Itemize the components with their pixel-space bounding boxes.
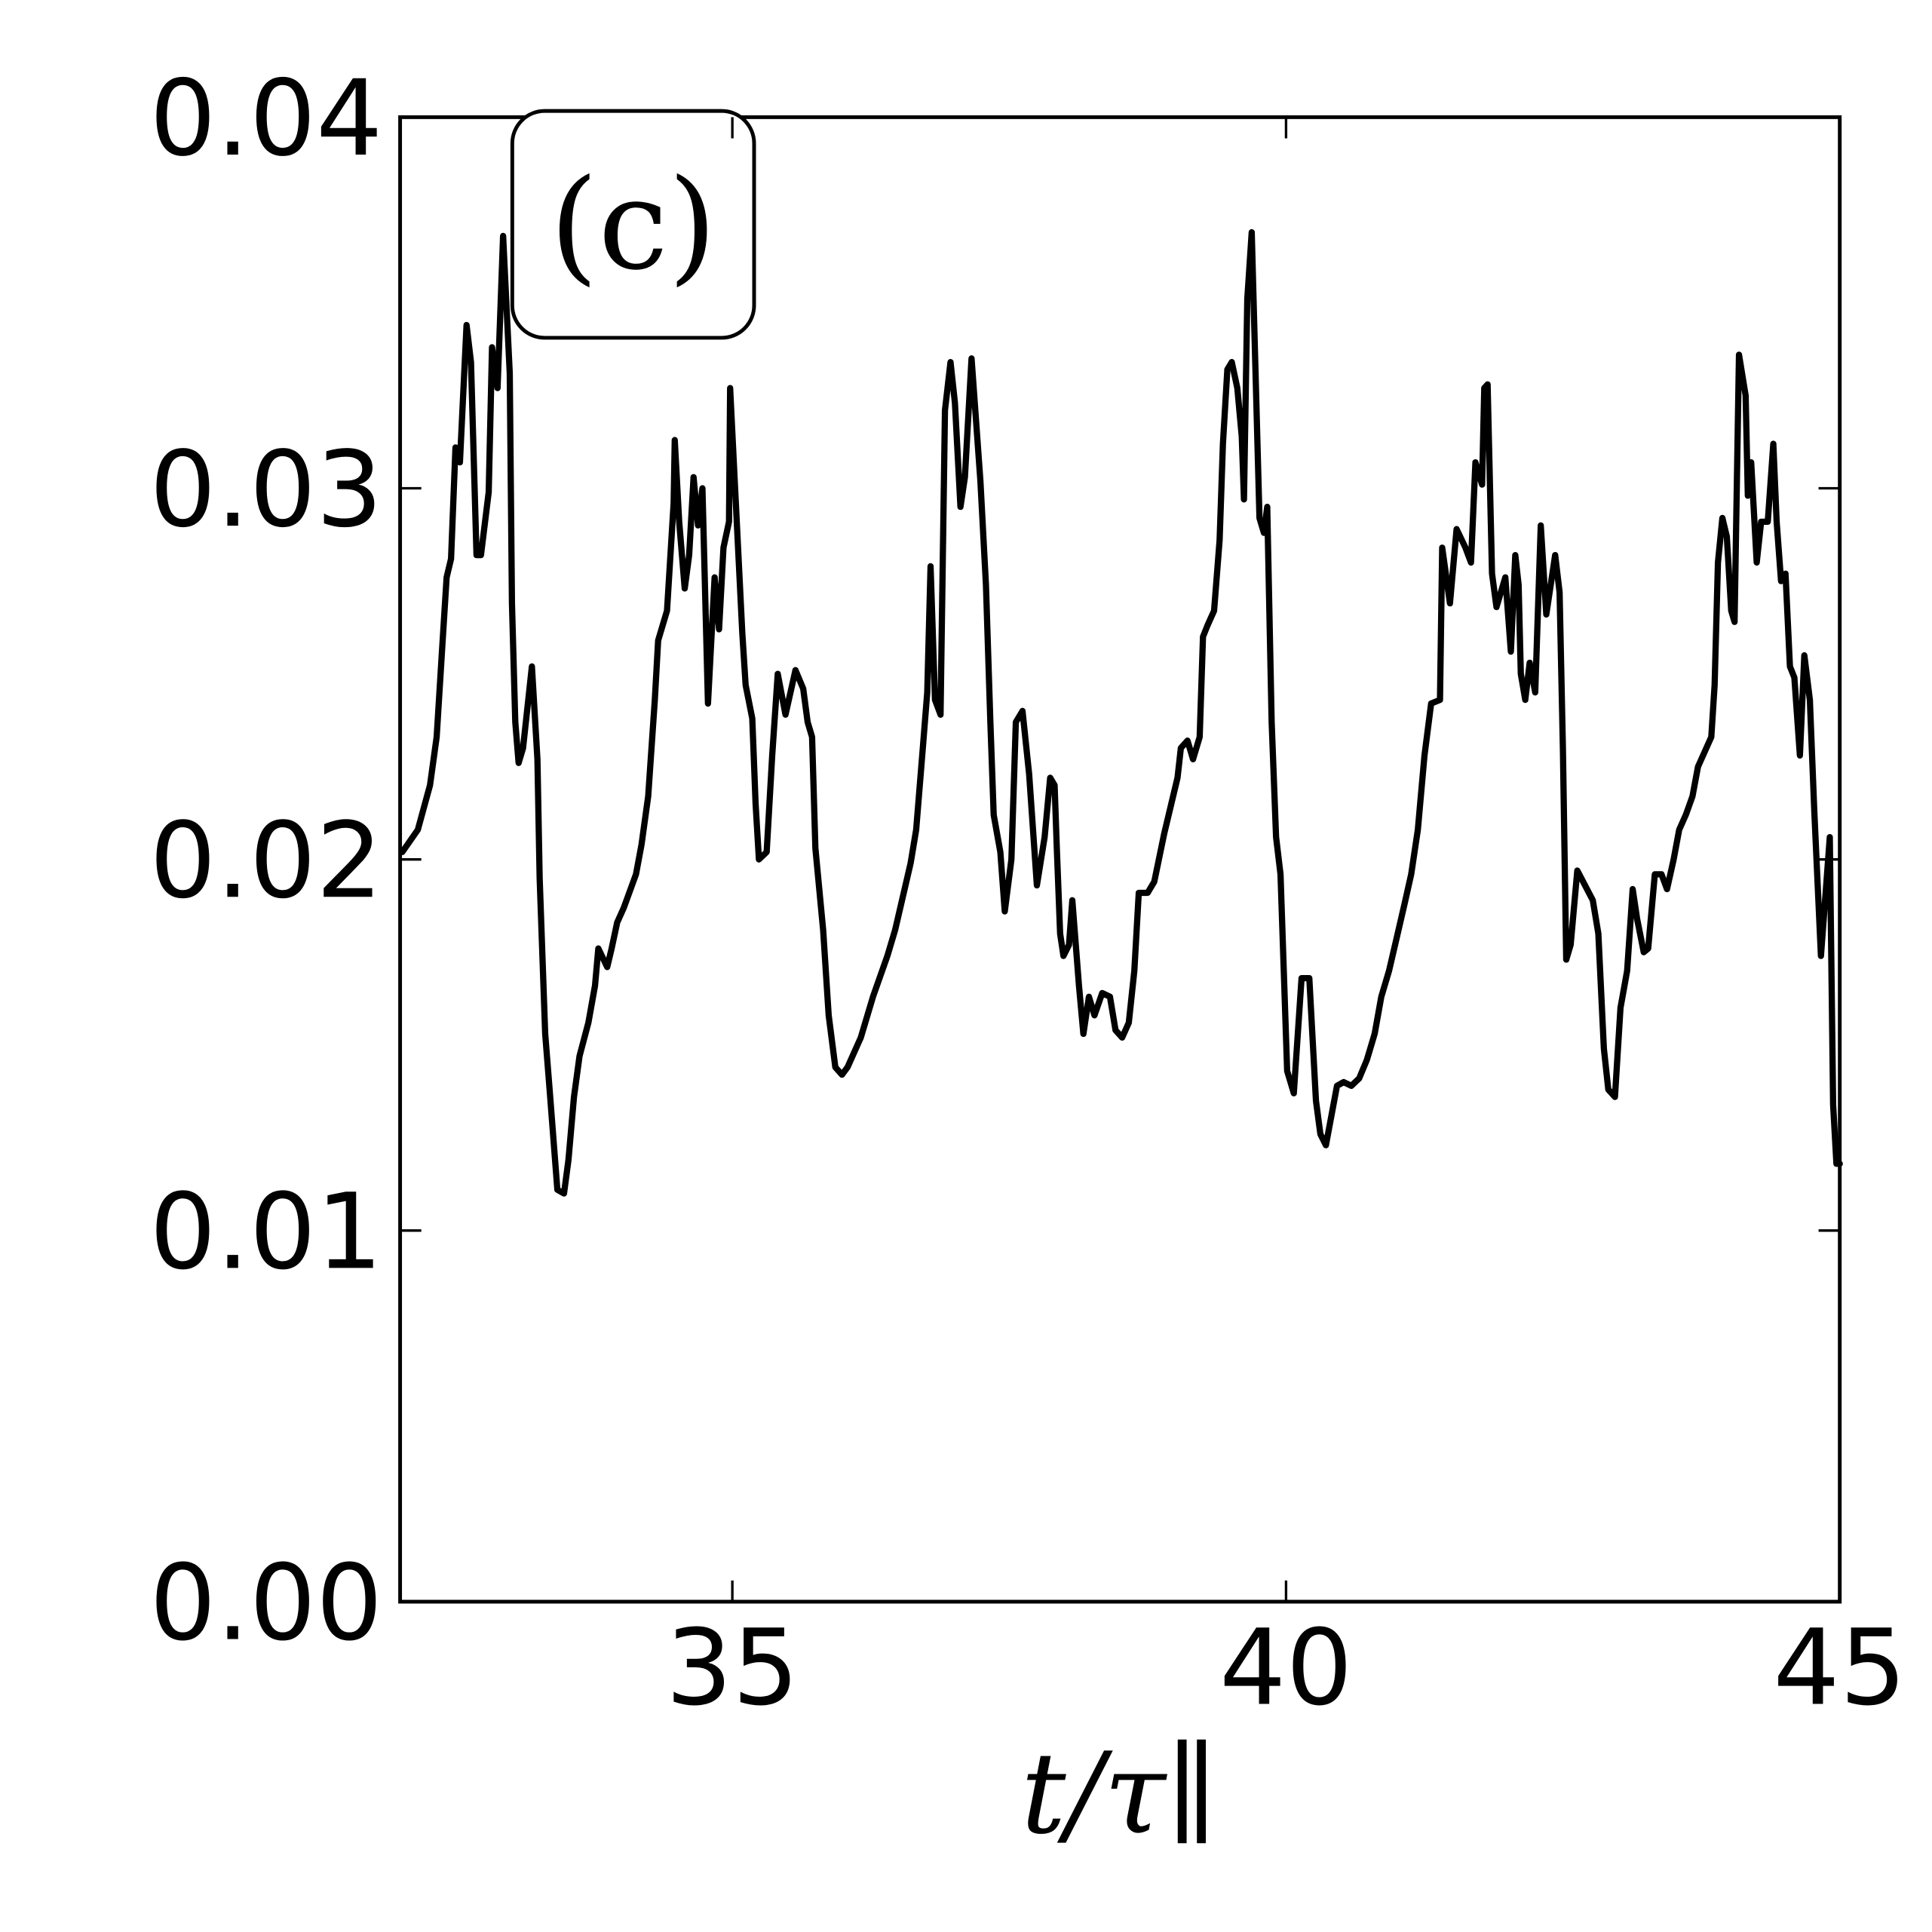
data-line — [399, 228, 1843, 1197]
annotation: (c) — [550, 152, 717, 297]
x-tick-label: 45 — [1773, 1607, 1906, 1729]
y-tick-label: 0.04 — [149, 57, 382, 179]
x-tick-label: 40 — [1219, 1607, 1353, 1729]
x-tick-label: 35 — [666, 1607, 799, 1729]
x-axis-label: t/τ∥ — [1021, 1729, 1218, 1860]
plot-area — [399, 228, 1843, 1197]
y-tick-label: 0.00 — [149, 1542, 382, 1664]
y-tick-label: 0.03 — [149, 428, 382, 550]
y-tick-label: 0.01 — [149, 1170, 382, 1293]
annotation-box — [510, 109, 756, 340]
y-tick-label: 0.02 — [149, 799, 382, 922]
